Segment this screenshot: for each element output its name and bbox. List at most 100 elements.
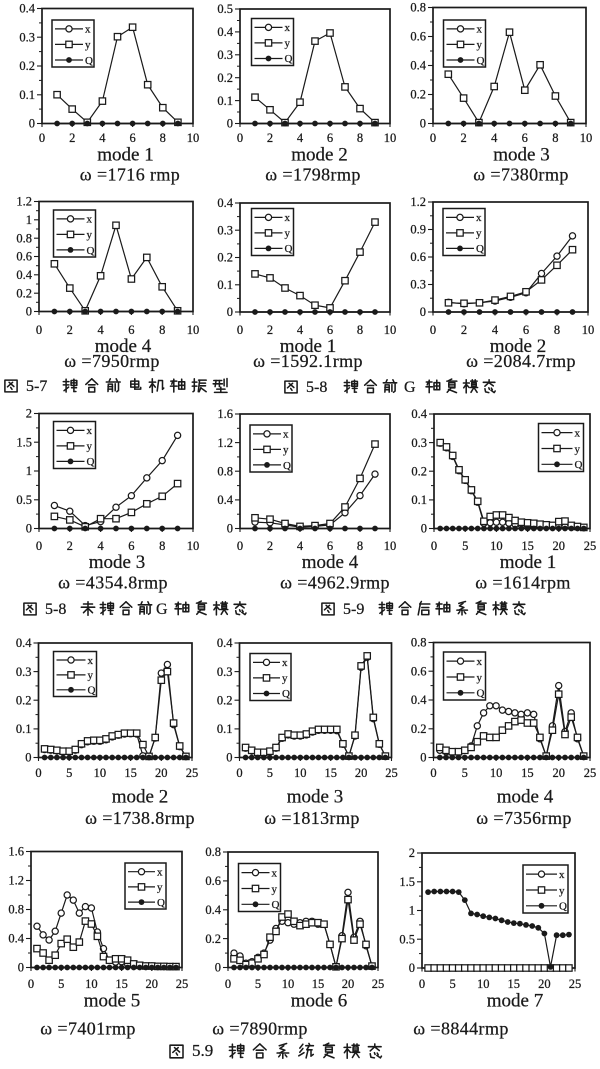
svg-text:2: 2 <box>267 539 273 553</box>
svg-text:0: 0 <box>419 977 425 991</box>
svg-text:25: 25 <box>385 766 398 780</box>
svg-text:0.8: 0.8 <box>410 1 426 15</box>
svg-text:5.9: 5.9 <box>192 1041 213 1060</box>
svg-text:x: x <box>87 425 93 437</box>
svg-text:1.5: 1.5 <box>16 435 32 449</box>
svg-text:6: 6 <box>327 539 333 553</box>
svg-text:x: x <box>87 214 93 226</box>
svg-text:10: 10 <box>582 323 595 337</box>
svg-text:1: 1 <box>26 213 32 227</box>
svg-text:0.3: 0.3 <box>217 665 233 679</box>
svg-text:4: 4 <box>99 131 106 145</box>
svg-text:2: 2 <box>460 131 466 145</box>
svg-text:Q: Q <box>272 899 280 911</box>
svg-text:0.4: 0.4 <box>411 407 427 421</box>
svg-text:mode 2: mode 2 <box>490 336 546 357</box>
svg-text:2: 2 <box>67 539 73 553</box>
svg-text:ω =4354.8rmp: ω =4354.8rmp <box>58 573 168 593</box>
svg-text:0.8: 0.8 <box>205 845 221 859</box>
svg-text:0.6: 0.6 <box>205 874 221 888</box>
svg-text:0: 0 <box>226 751 232 765</box>
svg-text:15: 15 <box>508 977 521 991</box>
svg-text:x: x <box>85 24 91 36</box>
svg-text:5-8: 5-8 <box>306 379 327 396</box>
svg-text:15: 15 <box>312 977 325 991</box>
svg-text:0.3: 0.3 <box>410 278 426 292</box>
svg-text:10: 10 <box>294 766 307 780</box>
svg-text:y: y <box>87 441 93 453</box>
svg-text:0.2: 0.2 <box>411 464 427 478</box>
svg-text:0.3: 0.3 <box>16 665 32 679</box>
svg-text:0: 0 <box>430 131 436 145</box>
svg-text:0.2: 0.2 <box>217 251 233 265</box>
svg-text:2: 2 <box>26 407 32 421</box>
svg-text:2: 2 <box>267 323 273 337</box>
svg-text:0.4: 0.4 <box>8 932 24 946</box>
svg-text:0: 0 <box>237 131 243 145</box>
svg-text:4: 4 <box>492 323 499 337</box>
svg-text:0.2: 0.2 <box>19 59 35 73</box>
svg-text:G: G <box>156 601 168 618</box>
svg-text:x: x <box>285 22 291 34</box>
svg-text:Q: Q <box>476 243 484 255</box>
svg-text:mode 3: mode 3 <box>287 787 343 808</box>
svg-text:10: 10 <box>384 323 397 337</box>
svg-text:y: y <box>477 39 483 51</box>
svg-text:mode 3: mode 3 <box>493 145 549 166</box>
svg-text:0.4: 0.4 <box>411 693 427 707</box>
svg-text:0.2: 0.2 <box>411 722 427 736</box>
svg-text:x: x <box>476 212 482 224</box>
svg-text:5: 5 <box>462 539 468 553</box>
svg-text:1.5: 1.5 <box>399 875 415 889</box>
svg-text:y: y <box>88 670 94 682</box>
svg-text:0.1: 0.1 <box>411 493 427 507</box>
svg-text:15: 15 <box>521 539 534 553</box>
svg-text:Q: Q <box>87 456 95 468</box>
svg-text:0.4: 0.4 <box>19 2 35 16</box>
svg-text:10: 10 <box>187 539 200 553</box>
svg-text:0.1: 0.1 <box>217 94 233 108</box>
svg-text:Q: Q <box>88 685 96 697</box>
svg-text:0.2: 0.2 <box>217 71 233 85</box>
svg-text:y: y <box>559 885 565 897</box>
svg-text:10: 10 <box>187 323 200 337</box>
svg-text:20: 20 <box>355 766 368 780</box>
svg-text:1.6: 1.6 <box>217 407 233 421</box>
svg-text:0: 0 <box>26 305 32 319</box>
svg-text:0.1: 0.1 <box>16 722 32 736</box>
svg-text:10: 10 <box>490 766 503 780</box>
svg-text:Q: Q <box>87 245 95 257</box>
svg-text:0.3: 0.3 <box>411 436 427 450</box>
svg-text:ω =7890rmp: ω =7890rmp <box>212 1019 308 1039</box>
svg-text:0.4: 0.4 <box>217 25 233 39</box>
svg-text:5: 5 <box>449 977 455 991</box>
svg-text:6: 6 <box>327 323 333 337</box>
svg-text:Q: Q <box>559 901 567 913</box>
svg-text:6: 6 <box>128 539 134 553</box>
svg-text:20: 20 <box>538 977 551 991</box>
svg-text:0: 0 <box>215 961 221 975</box>
svg-text:0: 0 <box>36 539 42 553</box>
svg-text:x: x <box>272 867 278 879</box>
svg-text:0: 0 <box>29 117 35 131</box>
svg-text:4: 4 <box>97 323 104 337</box>
svg-text:0: 0 <box>227 522 233 536</box>
svg-text:0: 0 <box>430 323 436 337</box>
svg-text:2: 2 <box>461 323 467 337</box>
svg-text:25: 25 <box>569 977 582 991</box>
svg-text:0.4: 0.4 <box>16 268 32 282</box>
svg-text:mode 5: mode 5 <box>84 991 140 1012</box>
svg-text:1.2: 1.2 <box>8 874 24 888</box>
svg-text:0: 0 <box>236 766 242 780</box>
svg-text:5: 5 <box>255 977 261 991</box>
svg-text:0.6: 0.6 <box>410 30 426 44</box>
svg-text:15: 15 <box>324 766 337 780</box>
svg-text:y: y <box>272 883 278 895</box>
svg-text:2: 2 <box>409 846 415 860</box>
svg-text:0: 0 <box>227 305 233 319</box>
svg-text:0.6: 0.6 <box>411 665 427 679</box>
svg-text:8: 8 <box>159 323 165 337</box>
svg-text:10: 10 <box>490 539 503 553</box>
svg-text:ω =2084.7rmp: ω =2084.7rmp <box>466 351 576 371</box>
svg-text:x: x <box>575 427 581 439</box>
